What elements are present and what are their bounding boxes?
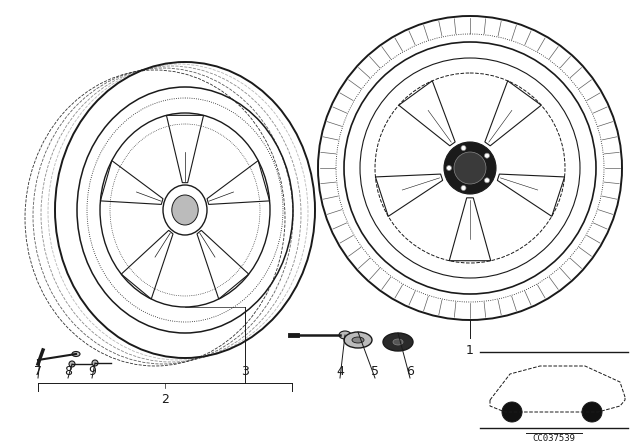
Circle shape: [484, 153, 490, 158]
Ellipse shape: [72, 352, 80, 357]
Circle shape: [444, 142, 496, 194]
Ellipse shape: [352, 337, 364, 343]
Text: 7: 7: [34, 365, 42, 378]
Ellipse shape: [393, 339, 403, 345]
Ellipse shape: [383, 333, 413, 351]
Ellipse shape: [344, 332, 372, 348]
Circle shape: [502, 402, 522, 422]
Text: 5: 5: [371, 365, 379, 378]
Text: 8: 8: [64, 365, 72, 378]
Text: 6: 6: [406, 365, 414, 378]
Circle shape: [69, 361, 75, 367]
Circle shape: [461, 185, 466, 190]
Ellipse shape: [172, 195, 198, 225]
Text: 3: 3: [241, 365, 249, 378]
Circle shape: [582, 402, 602, 422]
Circle shape: [454, 152, 486, 184]
Circle shape: [484, 178, 490, 183]
Circle shape: [447, 165, 451, 171]
Text: 4: 4: [336, 365, 344, 378]
Text: 1: 1: [466, 344, 474, 357]
Text: CC037539: CC037539: [532, 434, 575, 443]
Circle shape: [461, 146, 466, 151]
Text: 2: 2: [161, 393, 169, 406]
Text: 9: 9: [88, 365, 96, 378]
Circle shape: [92, 360, 98, 366]
Ellipse shape: [339, 331, 351, 339]
